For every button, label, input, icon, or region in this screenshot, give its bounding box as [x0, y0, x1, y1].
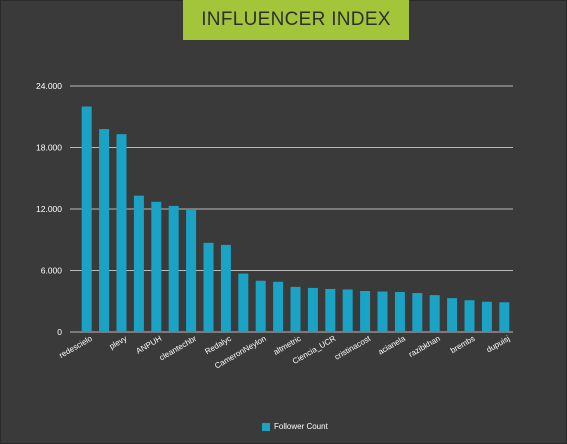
x-tick-label: dupuisj	[485, 334, 512, 355]
bar	[273, 281, 284, 332]
x-tick-label: cristinacost	[333, 334, 373, 362]
bar	[307, 287, 318, 332]
bar	[377, 291, 388, 332]
y-tick-label: 0	[57, 327, 62, 337]
bar	[255, 280, 266, 332]
bar	[186, 210, 197, 332]
y-tick-label: 18.000	[36, 143, 62, 153]
bar	[168, 205, 179, 332]
y-axis-ticks: 0 6.000 12.000 18.000 24.000	[36, 81, 62, 337]
bar	[342, 289, 353, 332]
bar	[81, 106, 92, 332]
x-tick-label: plevy	[108, 334, 129, 351]
bar	[99, 129, 110, 332]
bar	[220, 244, 231, 332]
x-tick-label: brembs	[449, 334, 477, 355]
bar	[238, 273, 249, 332]
x-tick-label: ANPUH	[135, 334, 164, 356]
bar	[203, 242, 214, 332]
legend: Follower Count	[262, 422, 328, 431]
bar	[481, 301, 492, 332]
bar	[464, 300, 475, 332]
bar	[116, 134, 127, 332]
x-tick-label: acianela	[377, 334, 408, 357]
y-tick-label: 24.000	[36, 81, 62, 91]
y-tick-label: 6.000	[41, 266, 63, 276]
bar	[360, 291, 371, 332]
y-tick-label: 12.000	[36, 204, 62, 214]
bar	[151, 201, 162, 332]
bar	[429, 295, 440, 332]
legend-label: Follower Count	[274, 422, 328, 431]
x-tick-label: cleantechbr	[158, 334, 199, 363]
bar	[133, 195, 144, 332]
bar	[412, 293, 423, 332]
bars	[81, 106, 510, 332]
chart-title: INFLUENCER INDEX	[183, 0, 409, 40]
legend-swatch	[262, 422, 270, 431]
x-tick-label: Redalyc	[203, 334, 233, 356]
bar	[290, 286, 301, 332]
x-tick-label: redescielo	[58, 334, 95, 360]
bar	[394, 292, 405, 332]
x-tick-label: razibkhan	[407, 334, 442, 359]
bar	[447, 298, 458, 332]
bar	[325, 288, 336, 332]
bar	[499, 302, 510, 332]
